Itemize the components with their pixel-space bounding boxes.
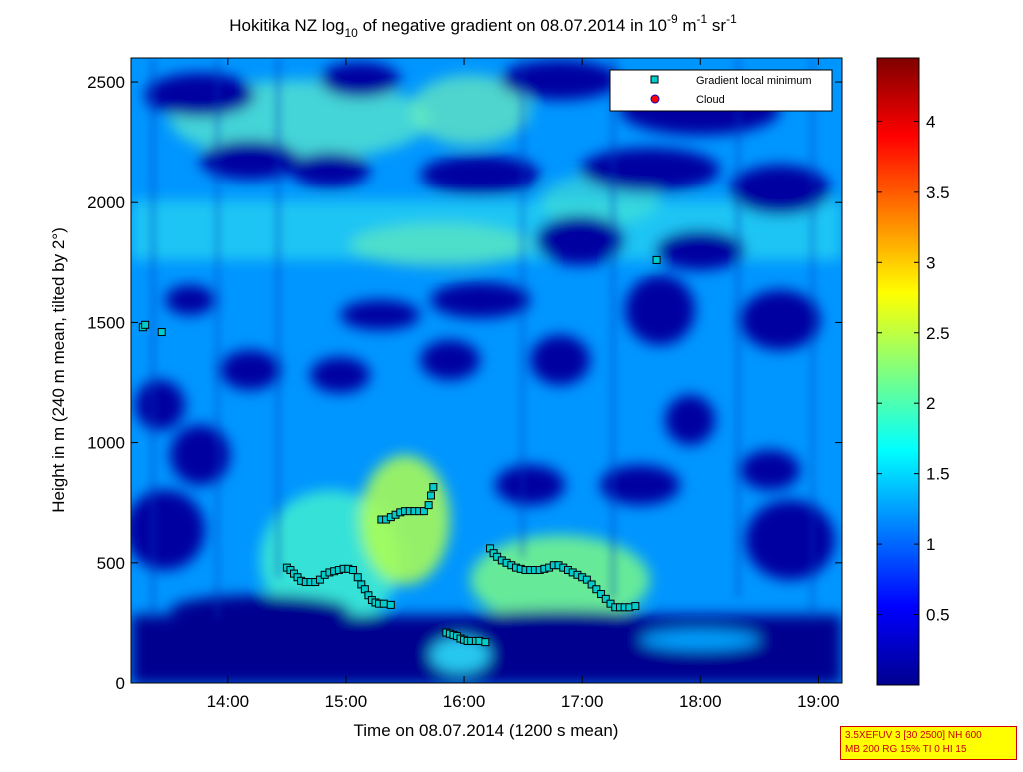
colorbar-tick-label: 0.5 bbox=[926, 606, 950, 625]
colorbar-tick-label: 4 bbox=[926, 112, 935, 131]
gradient-min-point bbox=[379, 599, 388, 608]
colorbar-ticks: 0.5 1 1.5 2 2.5 3 3.5 4 bbox=[877, 112, 950, 625]
gradient-min-point bbox=[429, 483, 438, 492]
gradient-min-point bbox=[386, 600, 395, 609]
legend: Gradient local minimum Cloud bbox=[609, 69, 833, 112]
y-tick-label: 0 bbox=[116, 674, 125, 693]
gradient-min-point bbox=[315, 575, 324, 584]
heatmap-field bbox=[131, 58, 842, 683]
y-axis-label: Height in m (240 m mean, tilted by 2°) bbox=[49, 227, 68, 513]
legend-label-gradient-min: Gradient local minimum bbox=[696, 75, 812, 87]
info-line-1: 3.5XEFUV 3 [30 2500] NH 600 bbox=[845, 730, 982, 741]
axis-layer: 14:00 15:00 16:00 17:00 18:00 19:00 0 500 1000 15… bbox=[87, 58, 842, 711]
x-tick-label: 17:00 bbox=[561, 692, 604, 711]
y-tick-label: 2500 bbox=[87, 73, 125, 92]
x-tick-label: 15:00 bbox=[325, 692, 368, 711]
gradient-min-point bbox=[419, 507, 428, 516]
y-tick-label: 500 bbox=[97, 554, 125, 573]
gradient-min-point bbox=[481, 638, 490, 647]
y-tick-label: 2000 bbox=[87, 193, 125, 212]
colorbar-tick-label: 3.5 bbox=[926, 183, 950, 202]
info-line-2: MB 200 RG 15% TI 0 HI 15 bbox=[845, 744, 967, 755]
x-tick-label: 19:00 bbox=[797, 692, 840, 711]
colorbar-tick-label: 3 bbox=[926, 253, 935, 272]
gradient-min-point bbox=[349, 566, 358, 575]
legend-label-cloud: Cloud bbox=[696, 94, 725, 106]
gradient-min-point bbox=[353, 573, 362, 582]
colorbar-tick-label: 1.5 bbox=[926, 465, 950, 484]
x-axis-label: Time on 08.07.2014 (1200 s mean) bbox=[354, 721, 619, 740]
gradient-min-point bbox=[157, 328, 166, 337]
x-tick-label: 16:00 bbox=[443, 692, 486, 711]
chart-title: Hokitika NZ log10 of negative gradient o… bbox=[229, 12, 737, 40]
legend-marker-cloud bbox=[650, 94, 660, 104]
parameter-info-box: 3.5XEFUV 3 [30 2500] NH 600 MB 200 RG 15… bbox=[840, 726, 1017, 760]
colorbar-tick-label: 2 bbox=[926, 394, 935, 413]
legend-marker-gradient-min bbox=[650, 75, 659, 84]
colorbar bbox=[876, 57, 920, 686]
marker-layer bbox=[138, 255, 661, 647]
gradient-min-point bbox=[582, 575, 591, 584]
x-tick-label: 14:00 bbox=[207, 692, 250, 711]
x-tick-label: 18:00 bbox=[679, 692, 722, 711]
gradient-min-point bbox=[597, 590, 606, 599]
colorbar-tick-label: 2.5 bbox=[926, 324, 950, 343]
gradient-min-point bbox=[631, 602, 640, 611]
gradient-min-point bbox=[592, 585, 601, 594]
y-tick-label: 1000 bbox=[87, 434, 125, 453]
gradient-min-point bbox=[652, 255, 661, 264]
legend-box bbox=[609, 69, 833, 112]
y-tick-label: 1500 bbox=[87, 313, 125, 332]
gradient-min-point bbox=[587, 580, 596, 589]
gradient-min-point bbox=[424, 501, 433, 510]
gradient-min-point bbox=[141, 320, 150, 329]
plot-frame bbox=[130, 57, 843, 684]
colorbar-tick-label: 1 bbox=[926, 535, 935, 554]
gradient-min-point bbox=[426, 491, 435, 500]
gradient-min-point bbox=[601, 594, 610, 603]
